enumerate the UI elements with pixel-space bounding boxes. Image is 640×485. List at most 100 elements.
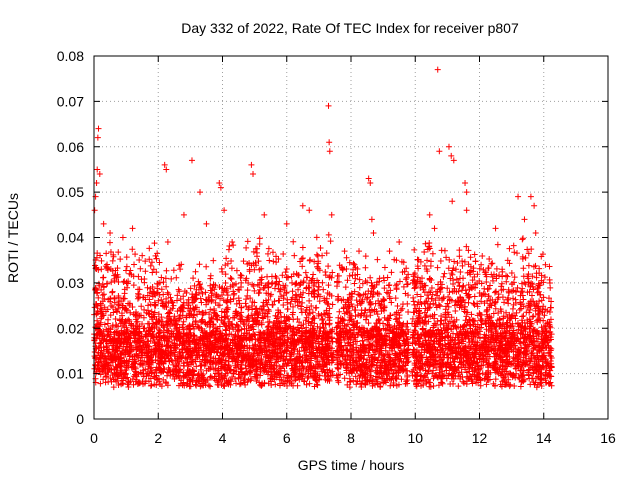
data-point (429, 285, 435, 291)
data-point (168, 276, 174, 282)
data-point (438, 258, 444, 264)
data-point (336, 273, 342, 279)
data-point (110, 258, 116, 264)
data-point (197, 261, 203, 267)
data-point (230, 242, 236, 248)
data-point (457, 269, 463, 275)
data-point (547, 285, 553, 291)
data-point (222, 262, 228, 268)
data-point (526, 263, 532, 269)
data-point (310, 271, 316, 277)
data-point (105, 317, 111, 323)
data-point (454, 276, 460, 282)
data-point (187, 311, 193, 317)
data-point (223, 255, 229, 261)
data-point (292, 281, 298, 287)
data-point (114, 309, 120, 315)
data-point (210, 258, 216, 264)
data-point (363, 253, 369, 259)
data-point (285, 275, 291, 281)
data-point (231, 296, 237, 302)
data-point (141, 276, 147, 282)
data-point (301, 278, 307, 284)
data-point (330, 301, 336, 307)
data-point (353, 381, 359, 387)
data-point (344, 255, 350, 261)
data-point (270, 249, 276, 255)
points-layer (91, 67, 555, 391)
data-point (243, 300, 249, 306)
data-point (136, 257, 142, 263)
data-point (351, 280, 357, 286)
data-point (438, 313, 444, 319)
data-point (514, 250, 520, 256)
data-point (290, 288, 296, 294)
data-point (510, 306, 516, 312)
data-point (472, 259, 478, 265)
data-point (290, 239, 296, 245)
data-point (207, 383, 213, 389)
data-point (347, 379, 353, 385)
data-point (349, 272, 355, 278)
data-point (325, 263, 331, 269)
data-point (272, 381, 278, 387)
data-point (483, 279, 489, 285)
data-point (547, 277, 553, 283)
data-point (387, 383, 393, 389)
data-point (97, 381, 103, 387)
chart-title: Day 332 of 2022, Rate Of TEC Index for r… (181, 20, 519, 36)
data-point (196, 325, 202, 331)
data-point (367, 275, 373, 281)
data-point (284, 306, 290, 312)
data-point (313, 305, 319, 311)
data-point (101, 291, 107, 297)
data-point (117, 256, 123, 262)
data-point (266, 258, 272, 264)
data-point (156, 260, 162, 266)
data-point (397, 279, 403, 285)
data-point (343, 284, 349, 290)
data-point (177, 266, 183, 272)
data-point (243, 296, 249, 302)
data-point (145, 302, 151, 308)
data-point (121, 279, 127, 285)
data-point (477, 266, 483, 272)
data-point (382, 264, 388, 270)
data-point (124, 254, 130, 260)
data-point (132, 251, 138, 257)
data-point (193, 269, 199, 275)
data-point (266, 246, 272, 252)
data-point (138, 303, 144, 309)
data-point (108, 312, 114, 318)
data-point (404, 275, 410, 281)
data-point (496, 272, 502, 278)
data-point (303, 270, 309, 276)
data-point (254, 246, 260, 252)
data-point (284, 266, 290, 272)
data-point (381, 275, 387, 281)
data-point (148, 263, 154, 269)
data-point (228, 275, 234, 281)
data-point (315, 382, 321, 388)
data-point (207, 307, 213, 313)
data-point (411, 247, 417, 253)
data-point (245, 238, 251, 244)
data-point (386, 282, 392, 288)
data-point (265, 251, 271, 257)
data-point (354, 297, 360, 303)
data-point (307, 258, 313, 264)
data-point (479, 253, 485, 259)
data-point (520, 235, 526, 241)
data-point (124, 264, 130, 270)
data-point (307, 381, 313, 387)
data-point (257, 235, 263, 241)
data-point (520, 313, 526, 319)
data-point (95, 295, 101, 301)
data-point (257, 241, 263, 247)
data-point (149, 259, 155, 265)
data-point (203, 264, 209, 270)
data-point (103, 250, 109, 256)
data-point (99, 258, 105, 264)
